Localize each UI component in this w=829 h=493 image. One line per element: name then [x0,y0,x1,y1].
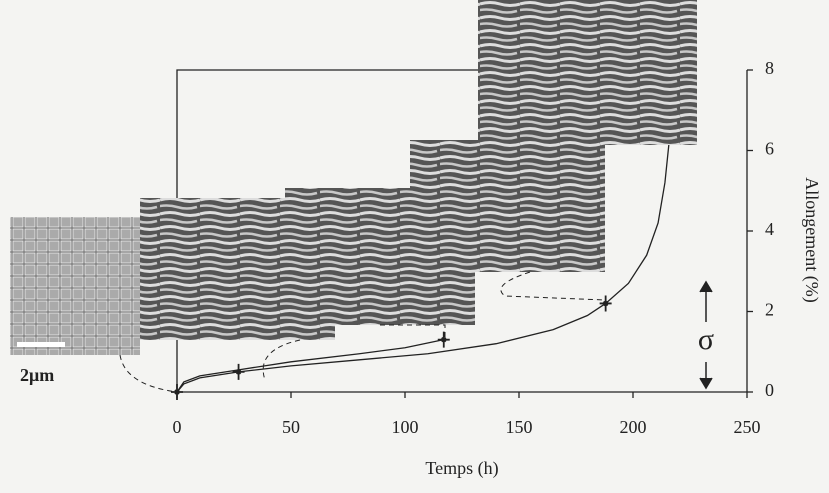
y-axis-label: Allongement (%) [801,177,822,302]
x-tick-label: 200 [620,417,647,437]
creep-curve [176,86,675,393]
y-tick-label: 0 [765,380,774,400]
stress-symbol: σ [698,323,714,356]
y-tick-label: 8 [765,58,774,78]
point-marker [437,331,450,348]
micrograph [10,217,140,355]
y-tick-label: 2 [765,300,774,320]
x-axis-label: Temps (h) [425,458,498,479]
x-tick-label: 100 [392,417,419,437]
micrograph [478,0,697,145]
point-marker [232,363,245,380]
connectors [119,271,606,393]
micrograph [410,140,605,272]
x-tick-label: 50 [282,417,300,437]
stress-arrow [699,280,713,390]
point-marker [599,295,612,312]
x-tick-label: 0 [173,417,182,437]
x-tick-label: 250 [734,417,761,437]
x-tick-label: 150 [506,417,533,437]
scale-label: 2μm [20,365,54,385]
y-tick-label: 4 [765,219,774,239]
creep-curve [176,339,444,393]
y-tick-label: 6 [765,139,774,159]
scale-bar [17,342,65,347]
